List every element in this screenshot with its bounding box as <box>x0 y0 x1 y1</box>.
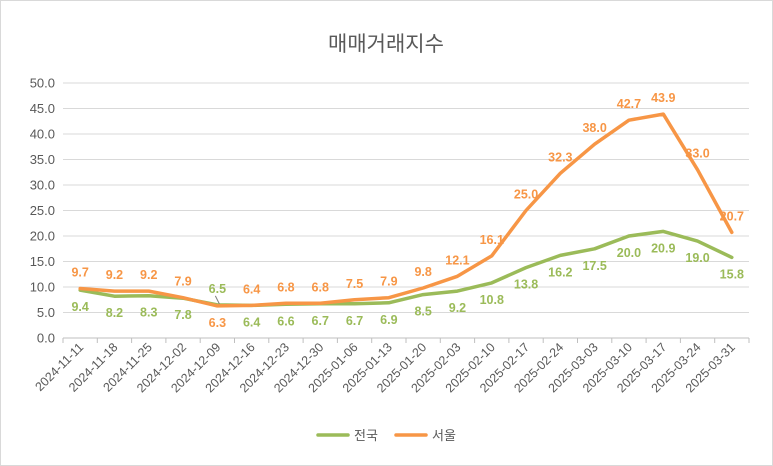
data-label: 38.0 <box>582 121 606 135</box>
y-tick-label: 45.0 <box>30 101 55 116</box>
y-tick-label: 10.0 <box>30 280 55 295</box>
data-label: 8.2 <box>106 306 123 320</box>
x-axis: 2024-11-112024-11-182024-11-252024-12-02… <box>32 337 750 395</box>
y-tick-label: 25.0 <box>30 203 55 218</box>
data-label: 10.8 <box>480 293 504 307</box>
data-label: 6.4 <box>243 315 260 329</box>
data-label: 6.9 <box>380 313 397 327</box>
data-label: 17.5 <box>582 259 606 273</box>
data-label: 13.8 <box>514 278 538 292</box>
gridlines <box>63 82 749 339</box>
data-label: 16.2 <box>548 265 572 279</box>
data-label: 42.7 <box>617 97 641 111</box>
y-tick-label: 50.0 <box>30 76 55 91</box>
y-axis-ticks: 0.0 5.0 10.0 15.0 20.0 25.0 30.0 35.0 40.0 45.0 50… <box>30 76 55 346</box>
y-tick-label: 5.0 <box>37 305 55 320</box>
data-label: 6.8 <box>277 280 294 294</box>
data-label: 6.5 <box>209 282 226 296</box>
data-label: 6.7 <box>312 314 329 328</box>
y-tick-label: 15.0 <box>30 254 55 269</box>
data-label: 8.5 <box>414 305 431 319</box>
data-label: 9.7 <box>71 266 88 280</box>
y-tick-label: 30.0 <box>30 178 55 193</box>
data-label: 33.0 <box>685 147 709 161</box>
data-label: 15.8 <box>720 267 744 281</box>
data-label: 9.2 <box>140 268 157 282</box>
data-label: 7.9 <box>380 275 397 289</box>
series-line-seoul <box>78 112 734 308</box>
legend-label: 전국 <box>354 429 378 444</box>
data-label: 7.8 <box>174 308 191 322</box>
y-tick-label: 20.0 <box>30 229 55 244</box>
y-tick-label: 40.0 <box>30 127 55 142</box>
data-label: 9.8 <box>414 265 431 279</box>
data-label: 25.0 <box>514 188 538 202</box>
data-label: 43.9 <box>651 91 675 105</box>
legend-label: 서울 <box>432 429 456 444</box>
y-tick-label: 35.0 <box>30 152 55 167</box>
data-label: 6.3 <box>209 316 226 330</box>
y-tick-label: 0.0 <box>37 331 55 346</box>
data-label: 9.2 <box>106 268 123 282</box>
chart-title: 매매거래지수 <box>328 32 444 56</box>
data-label: 7.5 <box>346 277 363 291</box>
data-label: 9.2 <box>449 301 466 315</box>
data-label: 16.1 <box>480 233 504 247</box>
data-label: 12.1 <box>445 253 469 267</box>
data-label: 20.7 <box>720 209 744 223</box>
data-label: 6.7 <box>346 314 363 328</box>
leader-line <box>214 295 220 305</box>
data-label: 8.3 <box>140 306 157 320</box>
data-label: 20.0 <box>617 246 641 260</box>
legend: 전국 서울 <box>316 429 456 444</box>
data-label: 20.9 <box>651 241 675 255</box>
data-label: 7.9 <box>174 275 191 289</box>
data-label: 6.8 <box>312 280 329 294</box>
data-label: 9.4 <box>71 300 88 314</box>
data-label: 6.4 <box>243 282 260 296</box>
data-label: 32.3 <box>548 150 572 164</box>
series-lines <box>78 112 734 308</box>
data-label: 19.0 <box>685 251 709 265</box>
data-labels: 9.4 8.2 8.3 7.8 6.5 6.4 6.6 6.7 6.7 6.9 8.5 9.2 10.8… <box>71 91 744 330</box>
data-label: 6.6 <box>277 314 294 328</box>
